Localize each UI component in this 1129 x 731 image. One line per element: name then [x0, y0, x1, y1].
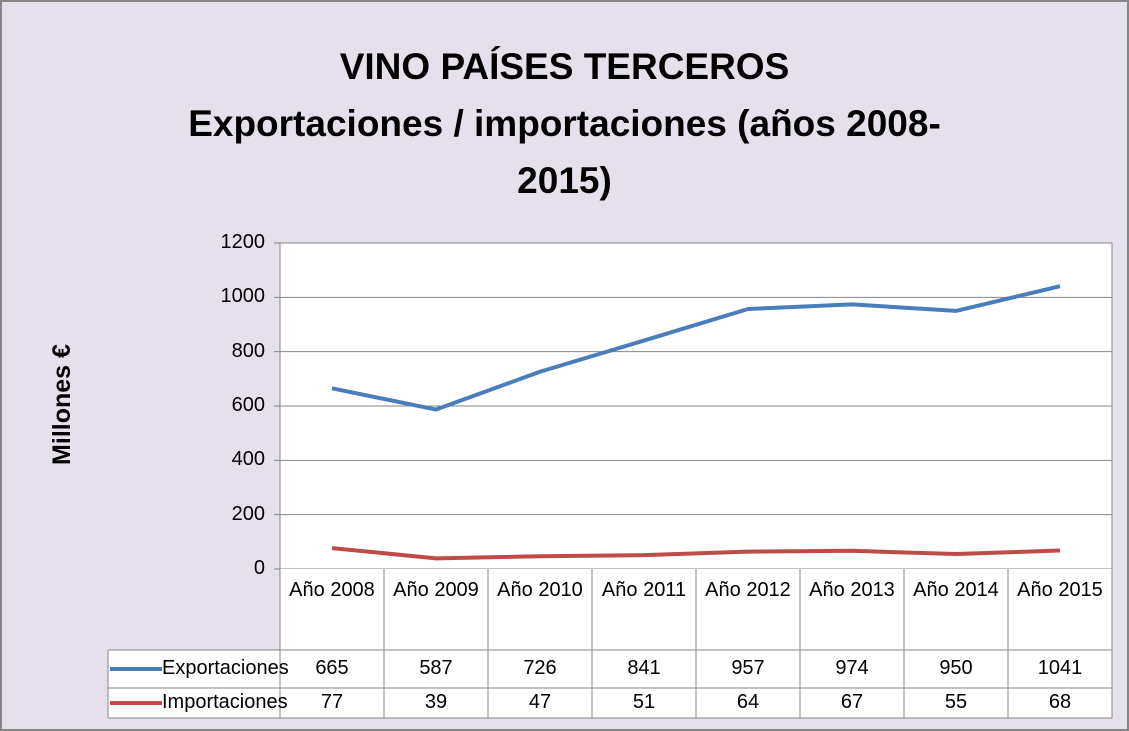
table-value: 665 [315, 657, 349, 679]
series-line [331, 546, 1061, 561]
x-tick-label: Año 2013 [809, 579, 895, 601]
y-axis-label: Millones € [47, 344, 76, 465]
chart-title: VINO PAÍSES TERCEROS [339, 46, 790, 87]
x-tick-label: Año 2014 [913, 579, 999, 601]
x-tick-label: Año 2009 [393, 579, 479, 601]
x-tick-label: Año 2012 [705, 579, 791, 601]
y-tick-label: 400 [231, 448, 265, 471]
chart-title: 2015) [517, 160, 612, 201]
legend-label: Importaciones [162, 691, 288, 713]
chart-title: Exportaciones / importaciones (años 2008… [188, 103, 941, 144]
table-value: 950 [939, 657, 973, 679]
table-value: 77 [320, 691, 344, 713]
y-tick-label: 800 [231, 339, 265, 362]
table-value: 51 [632, 691, 656, 713]
y-tick-label: 0 [253, 557, 265, 579]
table-value: 64 [736, 691, 760, 713]
table-value: 55 [944, 691, 968, 713]
x-tick-label: Año 2015 [1017, 579, 1103, 601]
table-value: 1041 [1037, 657, 1083, 679]
table-bg [108, 650, 1112, 718]
y-tick-label: 1000 [220, 285, 266, 308]
table-value: 68 [1048, 691, 1072, 713]
series-line [331, 284, 1061, 412]
table-value: 47 [528, 691, 552, 713]
table-value: 957 [731, 657, 765, 679]
table-value: 67 [840, 691, 864, 713]
table-value: 587 [419, 657, 453, 679]
y-tick-label: 200 [231, 502, 265, 525]
y-tick-label: 1200 [220, 231, 266, 253]
x-tick-label: Año 2010 [497, 579, 583, 601]
x-tick-label: Año 2008 [289, 579, 375, 601]
table-value: 726 [523, 657, 557, 679]
legend-label: Exportaciones [162, 657, 289, 679]
table-value: 974 [835, 657, 869, 679]
y-tick-label: 600 [231, 394, 265, 416]
table-value: 841 [627, 657, 661, 679]
x-tick-label: Año 2011 [601, 579, 687, 601]
table-value: 39 [424, 691, 448, 713]
